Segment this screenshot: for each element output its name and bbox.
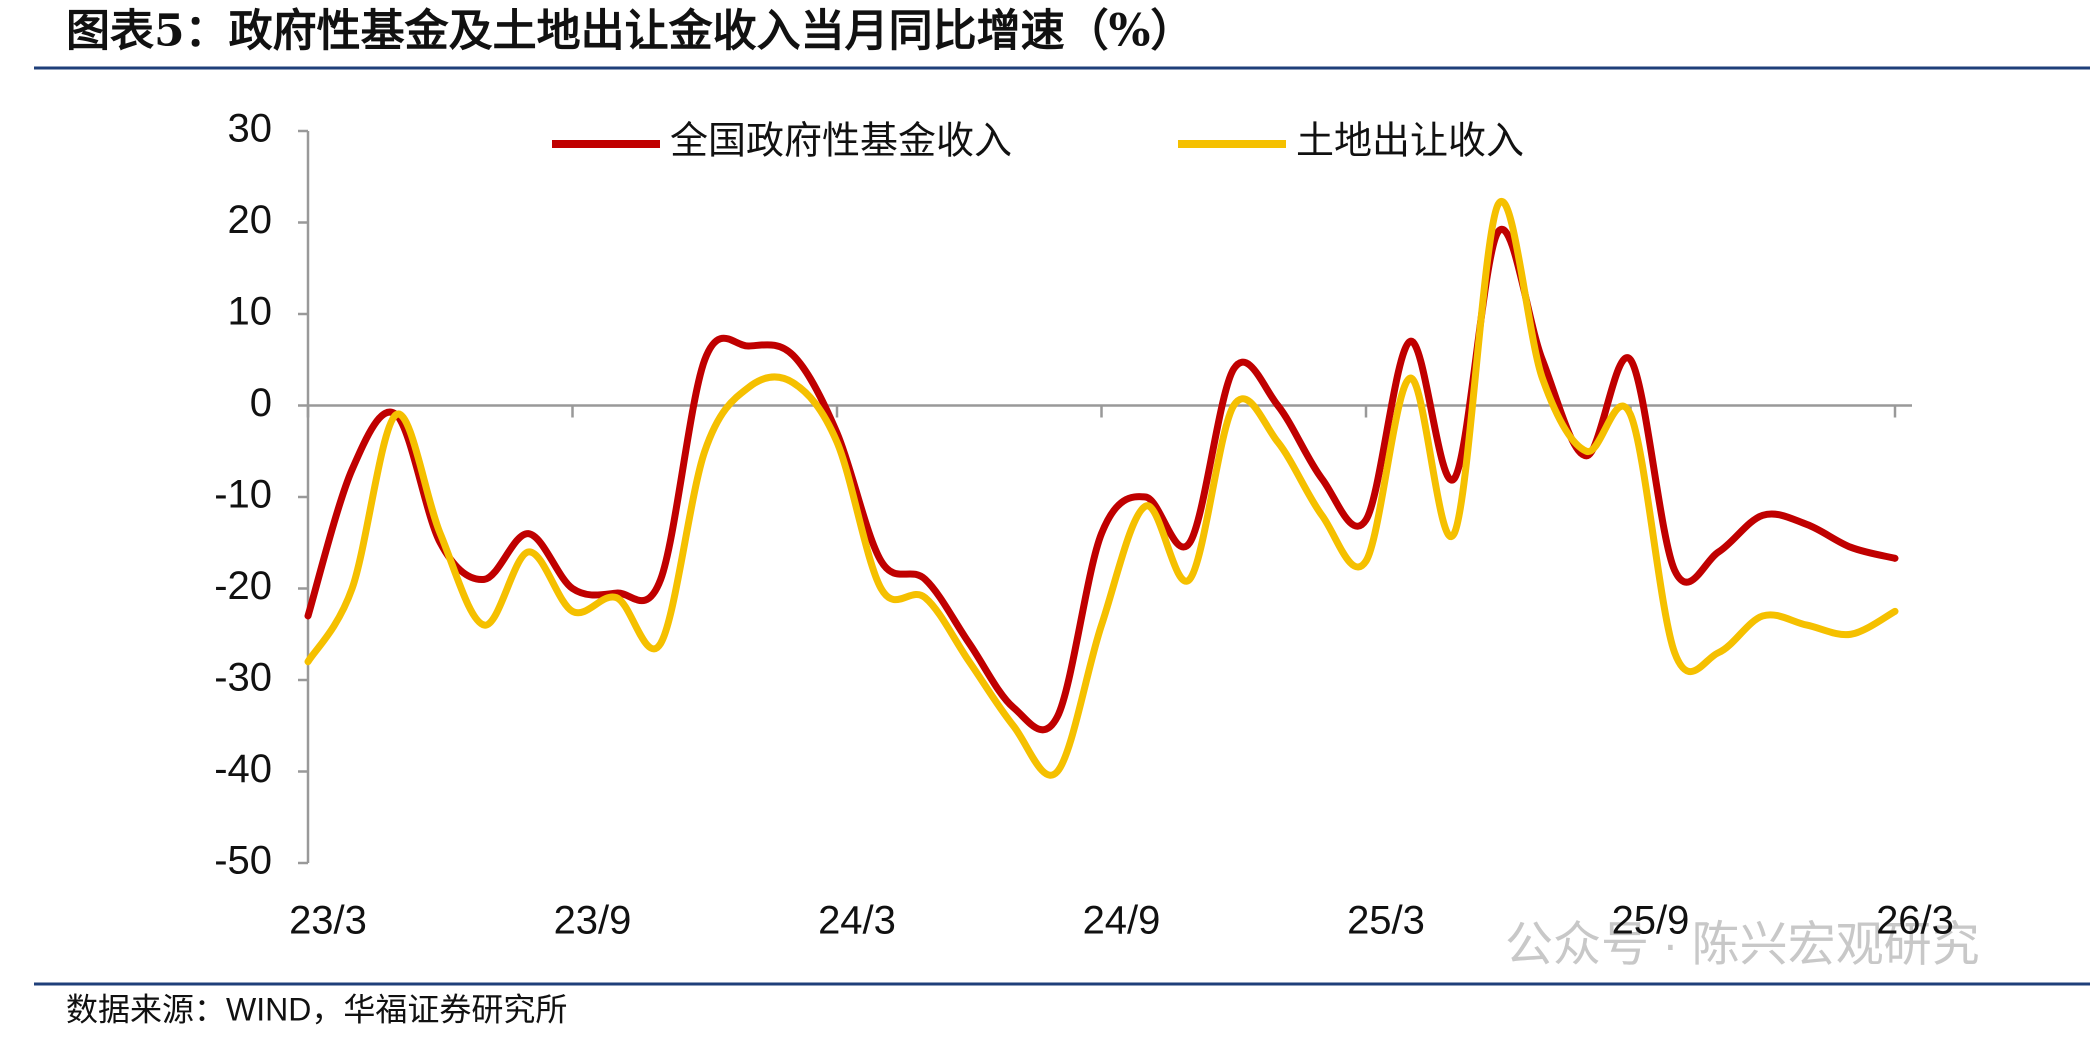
- x-tick-label: 24/3: [818, 899, 896, 943]
- watermark: 公众号 · 陈兴宏观研究: [1505, 919, 1980, 972]
- source: 数据来源：WIND，华福证券研究所: [66, 991, 567, 1027]
- x-tick-label: 25/3: [1347, 899, 1425, 943]
- y-tick-label: -40: [214, 747, 272, 791]
- y-tick-label: -30: [214, 656, 272, 700]
- x-tick-label: 23/9: [554, 899, 632, 943]
- y-tick-label: 0: [250, 381, 272, 425]
- x-tick-label: 26/3: [1876, 899, 1954, 943]
- x-tick-label: 25/9: [1612, 899, 1690, 943]
- series-line: [304, 225, 1899, 734]
- legend-label: 全国政府性基金收入: [670, 119, 1012, 163]
- series-line: [304, 197, 1899, 779]
- y-tick-label: 20: [228, 198, 273, 242]
- y-tick-label: -20: [214, 564, 272, 608]
- y-tick-label: 10: [228, 290, 273, 334]
- y-tick-label: -50: [214, 839, 272, 883]
- y-tick-label: 30: [228, 107, 273, 151]
- x-tick-label: 24/9: [1083, 899, 1161, 943]
- x-tick-label: 23/3: [289, 899, 367, 943]
- chart-title: 图表5：政府性基金及土地出让金收入当月同比增速（%）: [66, 6, 1194, 57]
- legend-label: 土地出让收入: [1296, 119, 1524, 163]
- y-tick-label: -10: [214, 473, 272, 517]
